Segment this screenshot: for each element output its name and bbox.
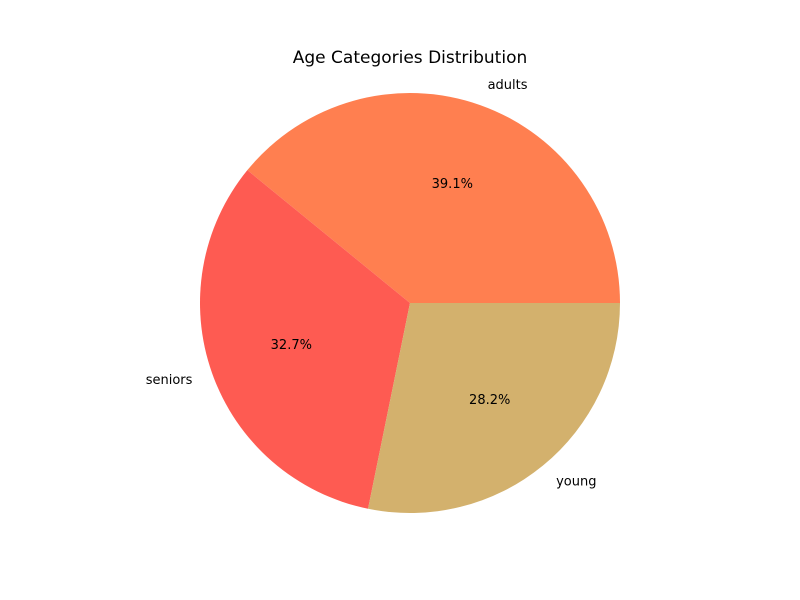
slice-label-seniors: seniors xyxy=(146,373,193,388)
slice-label-young: young xyxy=(556,474,596,489)
slice-percent-young: 28.2% xyxy=(469,393,510,408)
chart-title: Age Categories Distribution xyxy=(293,48,528,68)
slice-percent-seniors: 32.7% xyxy=(271,338,312,353)
slice-percent-adults: 39.1% xyxy=(432,177,473,192)
slice-label-adults: adults xyxy=(488,78,528,93)
